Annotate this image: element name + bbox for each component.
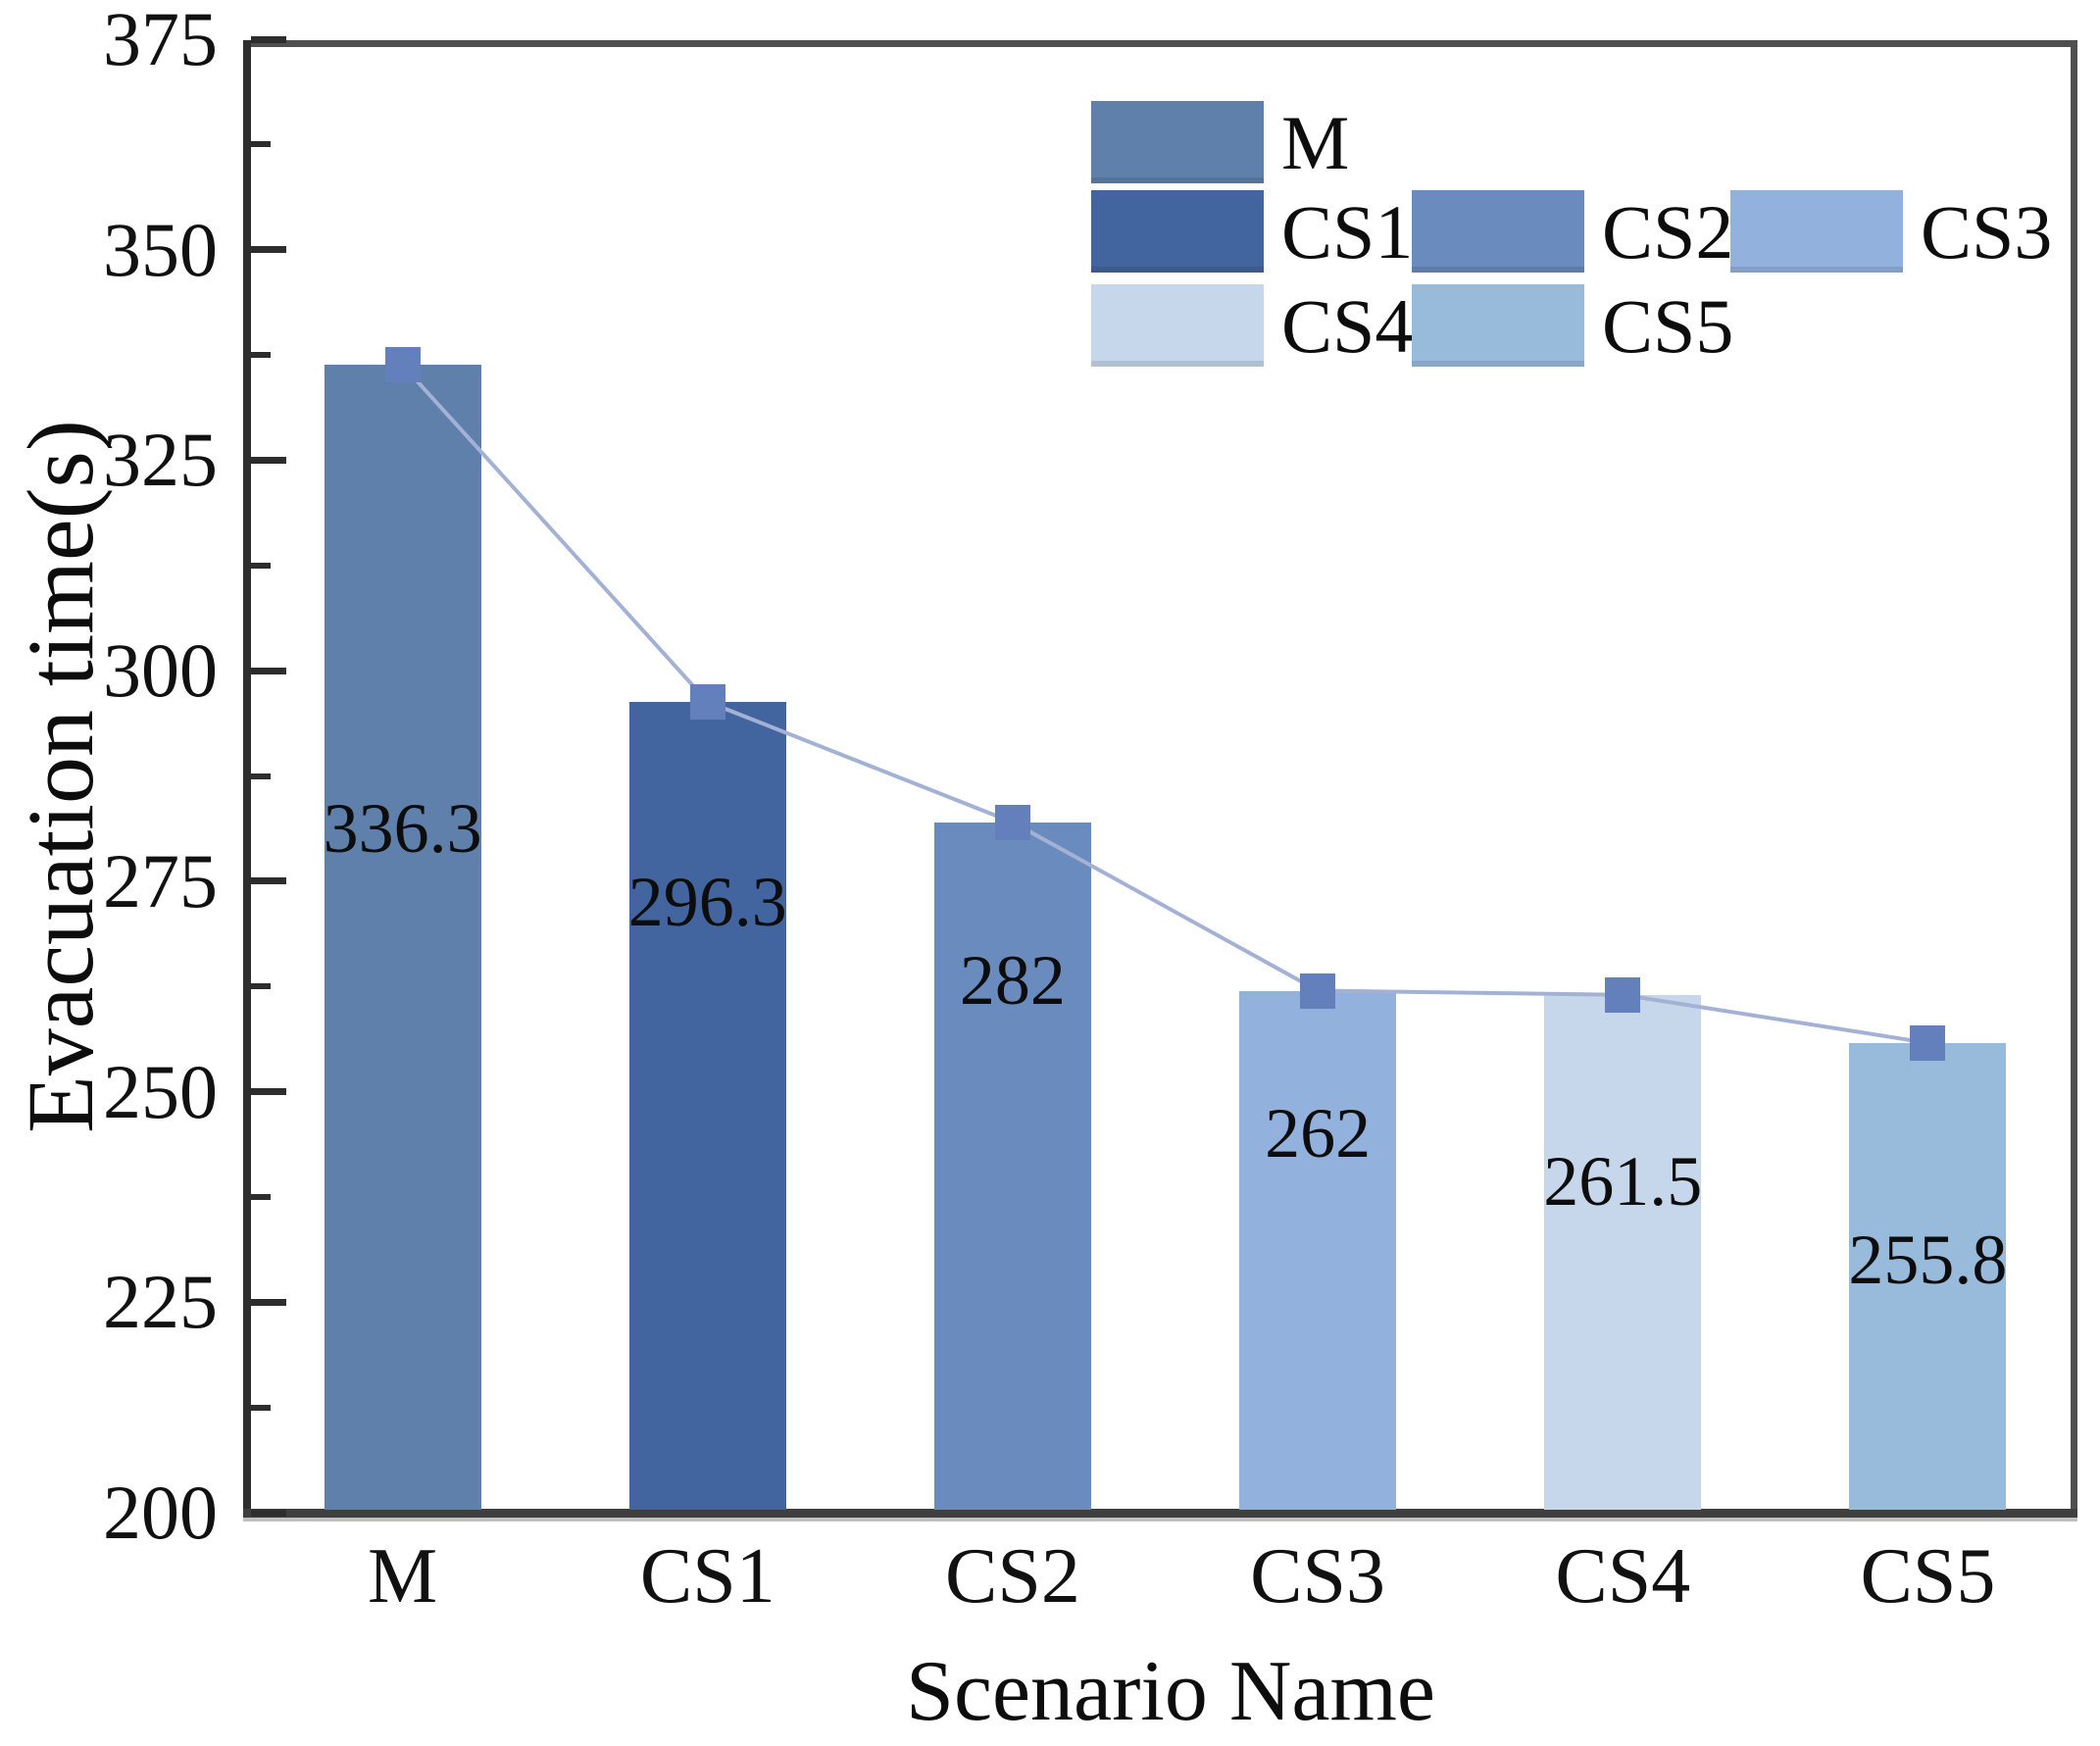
legend-label-CS4: CS4: [1281, 283, 1414, 369]
y-major-tick: [251, 35, 286, 43]
legend-swatch-CS3: [1730, 190, 1903, 273]
bar-CS4: [1544, 994, 1702, 1510]
y-major-tick: [251, 667, 286, 674]
data-marker-CS1: [689, 683, 725, 720]
x-tick-label-M: M: [368, 1533, 438, 1620]
bar-value-label: 261.5: [1543, 1141, 1703, 1221]
bar-M: [324, 365, 481, 1510]
legend-label-CS5: CS5: [1602, 283, 1734, 369]
legend-label-CS2: CS2: [1602, 189, 1734, 274]
legend-swatch-M: [1091, 101, 1264, 183]
y-major-tick: [251, 1088, 286, 1096]
plot-border-top: [243, 40, 2077, 47]
x-tick-label-CS2: CS2: [944, 1533, 1080, 1620]
bar-CS2: [933, 822, 1091, 1510]
x-tick-label-CS1: CS1: [639, 1533, 775, 1620]
bar-value-label: 262: [1265, 1093, 1372, 1172]
x-axis-title: Scenario Name: [906, 1644, 1435, 1739]
y-minor-tick: [251, 983, 271, 990]
y-tick-label: 300: [103, 627, 218, 714]
y-minor-tick: [251, 1193, 271, 1200]
y-minor-tick: [251, 1404, 271, 1411]
y-tick-label: 250: [103, 1048, 218, 1134]
x-tick-label-CS5: CS5: [1860, 1533, 1996, 1620]
y-tick-label: 225: [103, 1259, 218, 1345]
bar-value-label: 255.8: [1848, 1220, 2008, 1299]
data-marker-CS5: [1910, 1024, 1946, 1061]
bar-value-label: 336.3: [323, 788, 482, 868]
data-marker-CS3: [1300, 973, 1336, 1009]
y-axis-line: [243, 40, 251, 1518]
bar-CS1: [628, 701, 786, 1510]
legend-label-CS1: CS1: [1281, 189, 1414, 274]
y-minor-tick: [251, 773, 271, 779]
bar-CS5: [1849, 1042, 2007, 1510]
bar-CS3: [1239, 990, 1397, 1510]
legend-label-CS3: CS3: [1921, 189, 2053, 274]
y-minor-tick: [251, 141, 271, 148]
y-tick-label: 275: [103, 837, 218, 923]
legend-swatch-CS4: [1091, 284, 1264, 367]
data-marker-CS2: [994, 804, 1030, 840]
y-major-tick: [251, 877, 286, 885]
y-major-tick: [251, 1509, 286, 1517]
x-axis-line: [243, 1509, 2077, 1518]
y-tick-label: 350: [103, 206, 218, 292]
x-axis-shadow-line: [243, 1518, 2077, 1522]
legend-swatch-CS1: [1091, 190, 1264, 273]
bar-value-label: 296.3: [627, 862, 787, 941]
trend-line: [401, 364, 1928, 1045]
x-tick-label-CS4: CS4: [1555, 1533, 1691, 1620]
data-marker-CS4: [1605, 976, 1641, 1013]
legend-swatch-CS2: [1412, 190, 1584, 273]
y-tick-label: 375: [103, 0, 218, 81]
y-minor-tick: [251, 562, 271, 569]
legend-label-M: M: [1281, 100, 1350, 185]
bar-value-label: 282: [959, 941, 1066, 1021]
y-minor-tick: [251, 352, 271, 359]
y-tick-label: 325: [103, 417, 218, 503]
y-tick-label: 200: [103, 1470, 218, 1555]
y-major-tick: [251, 246, 286, 254]
y-major-tick: [251, 1298, 286, 1306]
x-tick-label-CS3: CS3: [1250, 1533, 1386, 1620]
y-major-tick: [251, 456, 286, 464]
plot-border-right: [2071, 40, 2077, 1518]
legend-swatch-CS5: [1412, 284, 1584, 367]
data-marker-M: [384, 347, 421, 383]
